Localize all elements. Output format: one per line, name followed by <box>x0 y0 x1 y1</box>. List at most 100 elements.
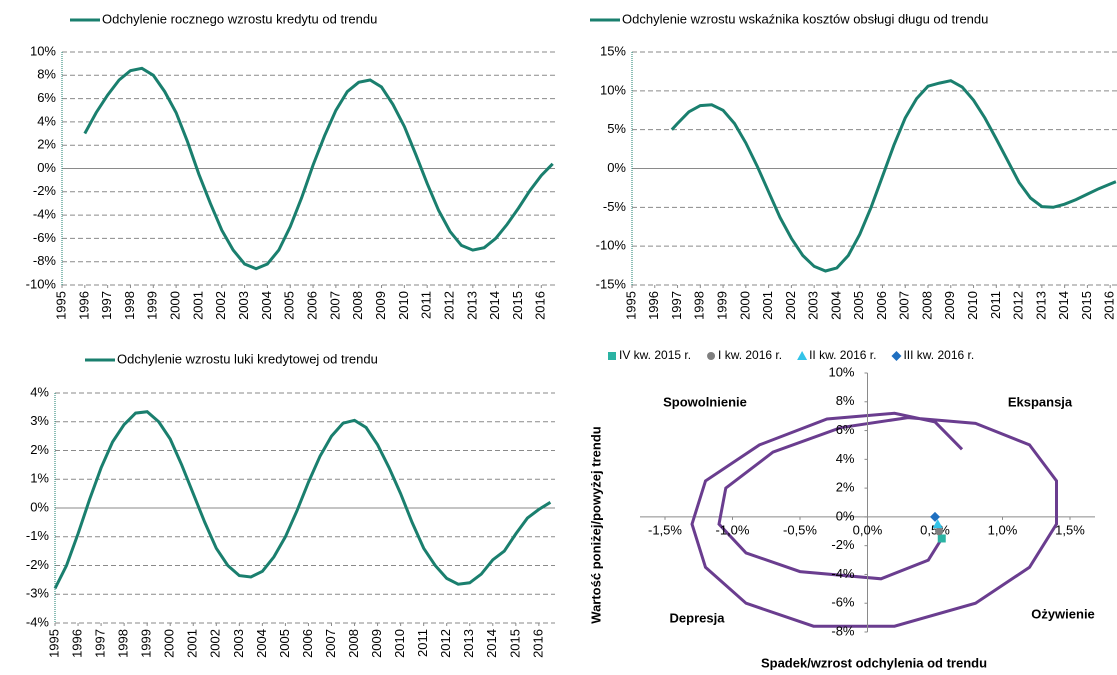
x-tick-label: -1,5% <box>648 522 682 537</box>
legend-label: Odchylenie rocznego wzrostu kredytu od t… <box>102 11 377 26</box>
y-tick-label: 4% <box>836 451 855 466</box>
x-tick-label: 1997 <box>669 291 684 320</box>
x-tick-label: 2008 <box>350 291 365 320</box>
legend-marker <box>797 351 808 360</box>
x-tick-label: 2013 <box>464 291 479 320</box>
x-tick-label: -0,5% <box>783 522 817 537</box>
x-tick-label: 2000 <box>168 291 183 320</box>
y-tick-label: -10% <box>596 238 627 253</box>
x-tick-label: 2009 <box>369 629 384 658</box>
x-tick-label: 2000 <box>737 291 752 320</box>
y-tick-label: 2% <box>836 480 855 495</box>
x-tick-label: 2007 <box>327 291 342 320</box>
x-tick-label: -1,0% <box>716 522 750 537</box>
legend-label: Odchylenie wzrostu wskaźnika kosztów obs… <box>622 11 988 26</box>
legend-label: III kw. 2016 r. <box>903 348 974 362</box>
y-tick-label: 6% <box>836 422 855 437</box>
y-tick-label: -8% <box>33 253 57 268</box>
x-tick-label: 2011 <box>419 291 434 319</box>
x-tick-label: 2004 <box>259 291 274 320</box>
y-tick-label: -3% <box>26 586 50 601</box>
x-tick-label: 1995 <box>623 291 638 320</box>
x-tick-label: 2013 <box>1033 291 1048 320</box>
y-tick-label: -2% <box>33 183 57 198</box>
x-tick-label: 1998 <box>116 629 131 658</box>
y-tick-label: 6% <box>37 90 56 105</box>
y-tick-label: -8% <box>831 623 855 638</box>
y-tick-label: 4% <box>30 384 49 399</box>
y-tick-label: 15% <box>600 43 626 58</box>
y-tick-label: -4% <box>26 614 50 629</box>
quadrant-label: Ożywienie <box>1031 606 1095 621</box>
y-tick-label: 4% <box>37 113 56 128</box>
legend-marker <box>891 351 902 361</box>
x-tick-label: 2000 <box>162 629 177 658</box>
x-tick-label: 2010 <box>392 629 407 658</box>
legend-label: IV kw. 2015 r. <box>619 348 691 362</box>
x-tick-label: 0,5% <box>920 522 950 537</box>
y-tick-label: 10% <box>600 82 626 97</box>
x-tick-label: 2002 <box>783 291 798 320</box>
data-line <box>83 66 554 271</box>
x-tick-label: 2014 <box>484 629 499 658</box>
x-tick-label: 2007 <box>323 629 338 658</box>
x-tick-label: 2008 <box>346 629 361 658</box>
x-tick-label: 0,0% <box>853 522 883 537</box>
y-tick-label: -15% <box>596 276 627 291</box>
y-tick-label: 10% <box>30 43 56 58</box>
y-tick-label: 3% <box>30 413 49 428</box>
legend-marker <box>608 352 616 360</box>
x-tick-label: 1996 <box>646 291 661 320</box>
x-tick-label: 2008 <box>919 291 934 320</box>
x-tick-label: 1,5% <box>1055 522 1085 537</box>
y-tick-label: 5% <box>607 121 626 136</box>
x-tick-label: 2009 <box>942 291 957 320</box>
legend-label: I kw. 2016 r. <box>718 348 782 362</box>
x-tick-label: 2015 <box>510 291 525 320</box>
x-tick-label: 1996 <box>69 629 84 658</box>
data-line <box>670 79 1117 273</box>
x-tick-label: 2016 <box>533 291 548 320</box>
y-tick-label: 0% <box>30 499 49 514</box>
x-tick-label: 2005 <box>282 291 297 320</box>
x-tick-label: 2001 <box>185 629 200 658</box>
point <box>930 511 940 522</box>
y-tick-label: -10% <box>26 276 57 291</box>
x-tick-label: 2012 <box>1011 291 1026 320</box>
x-tick-label: 2012 <box>441 291 456 320</box>
y-tick-label: -2% <box>831 537 855 552</box>
x-tick-label: 1999 <box>139 629 154 658</box>
x-tick-label: 2015 <box>507 629 522 658</box>
y-tick-label: 0% <box>607 160 626 175</box>
x-tick-label: 2006 <box>874 291 889 320</box>
x-tick-label: 1998 <box>122 291 137 320</box>
spiral-line <box>690 411 1058 628</box>
x-tick-label: 2016 <box>1102 291 1117 320</box>
x-tick-label: 2007 <box>897 291 912 320</box>
quadrant-label: Ekspansja <box>1008 394 1073 409</box>
point <box>932 519 943 529</box>
quadrant-label: Spowolnienie <box>663 394 747 409</box>
y-tick-label: -6% <box>831 595 855 610</box>
y-tick-label: 0% <box>37 160 56 175</box>
y-tick-label: -2% <box>26 557 50 572</box>
y-tick-label: -4% <box>831 566 855 581</box>
y-tick-label: -4% <box>33 207 57 222</box>
x-tick-label: 1,0% <box>988 522 1018 537</box>
point <box>935 527 944 536</box>
x-tick-label: 2006 <box>305 291 320 320</box>
y-tick-label: -6% <box>33 230 57 245</box>
x-tick-label: 2015 <box>1079 291 1094 320</box>
y-tick-label: 10% <box>828 364 854 379</box>
x-tick-label: 2014 <box>1056 291 1071 320</box>
x-tick-label: 2016 <box>530 629 545 658</box>
x-tick-label: 1999 <box>145 291 160 320</box>
x-tick-label: 2006 <box>300 629 315 658</box>
x-tick-label: 2013 <box>461 629 476 658</box>
legend-label: Odchylenie wzrostu luki kredytowej od tr… <box>117 351 378 366</box>
x-tick-label: 1995 <box>53 291 68 320</box>
y-tick-label: 2% <box>30 442 49 457</box>
x-tick-label: 2002 <box>213 291 228 320</box>
x-tick-label: 2003 <box>231 629 246 658</box>
x-tick-label: 2011 <box>988 291 1003 319</box>
